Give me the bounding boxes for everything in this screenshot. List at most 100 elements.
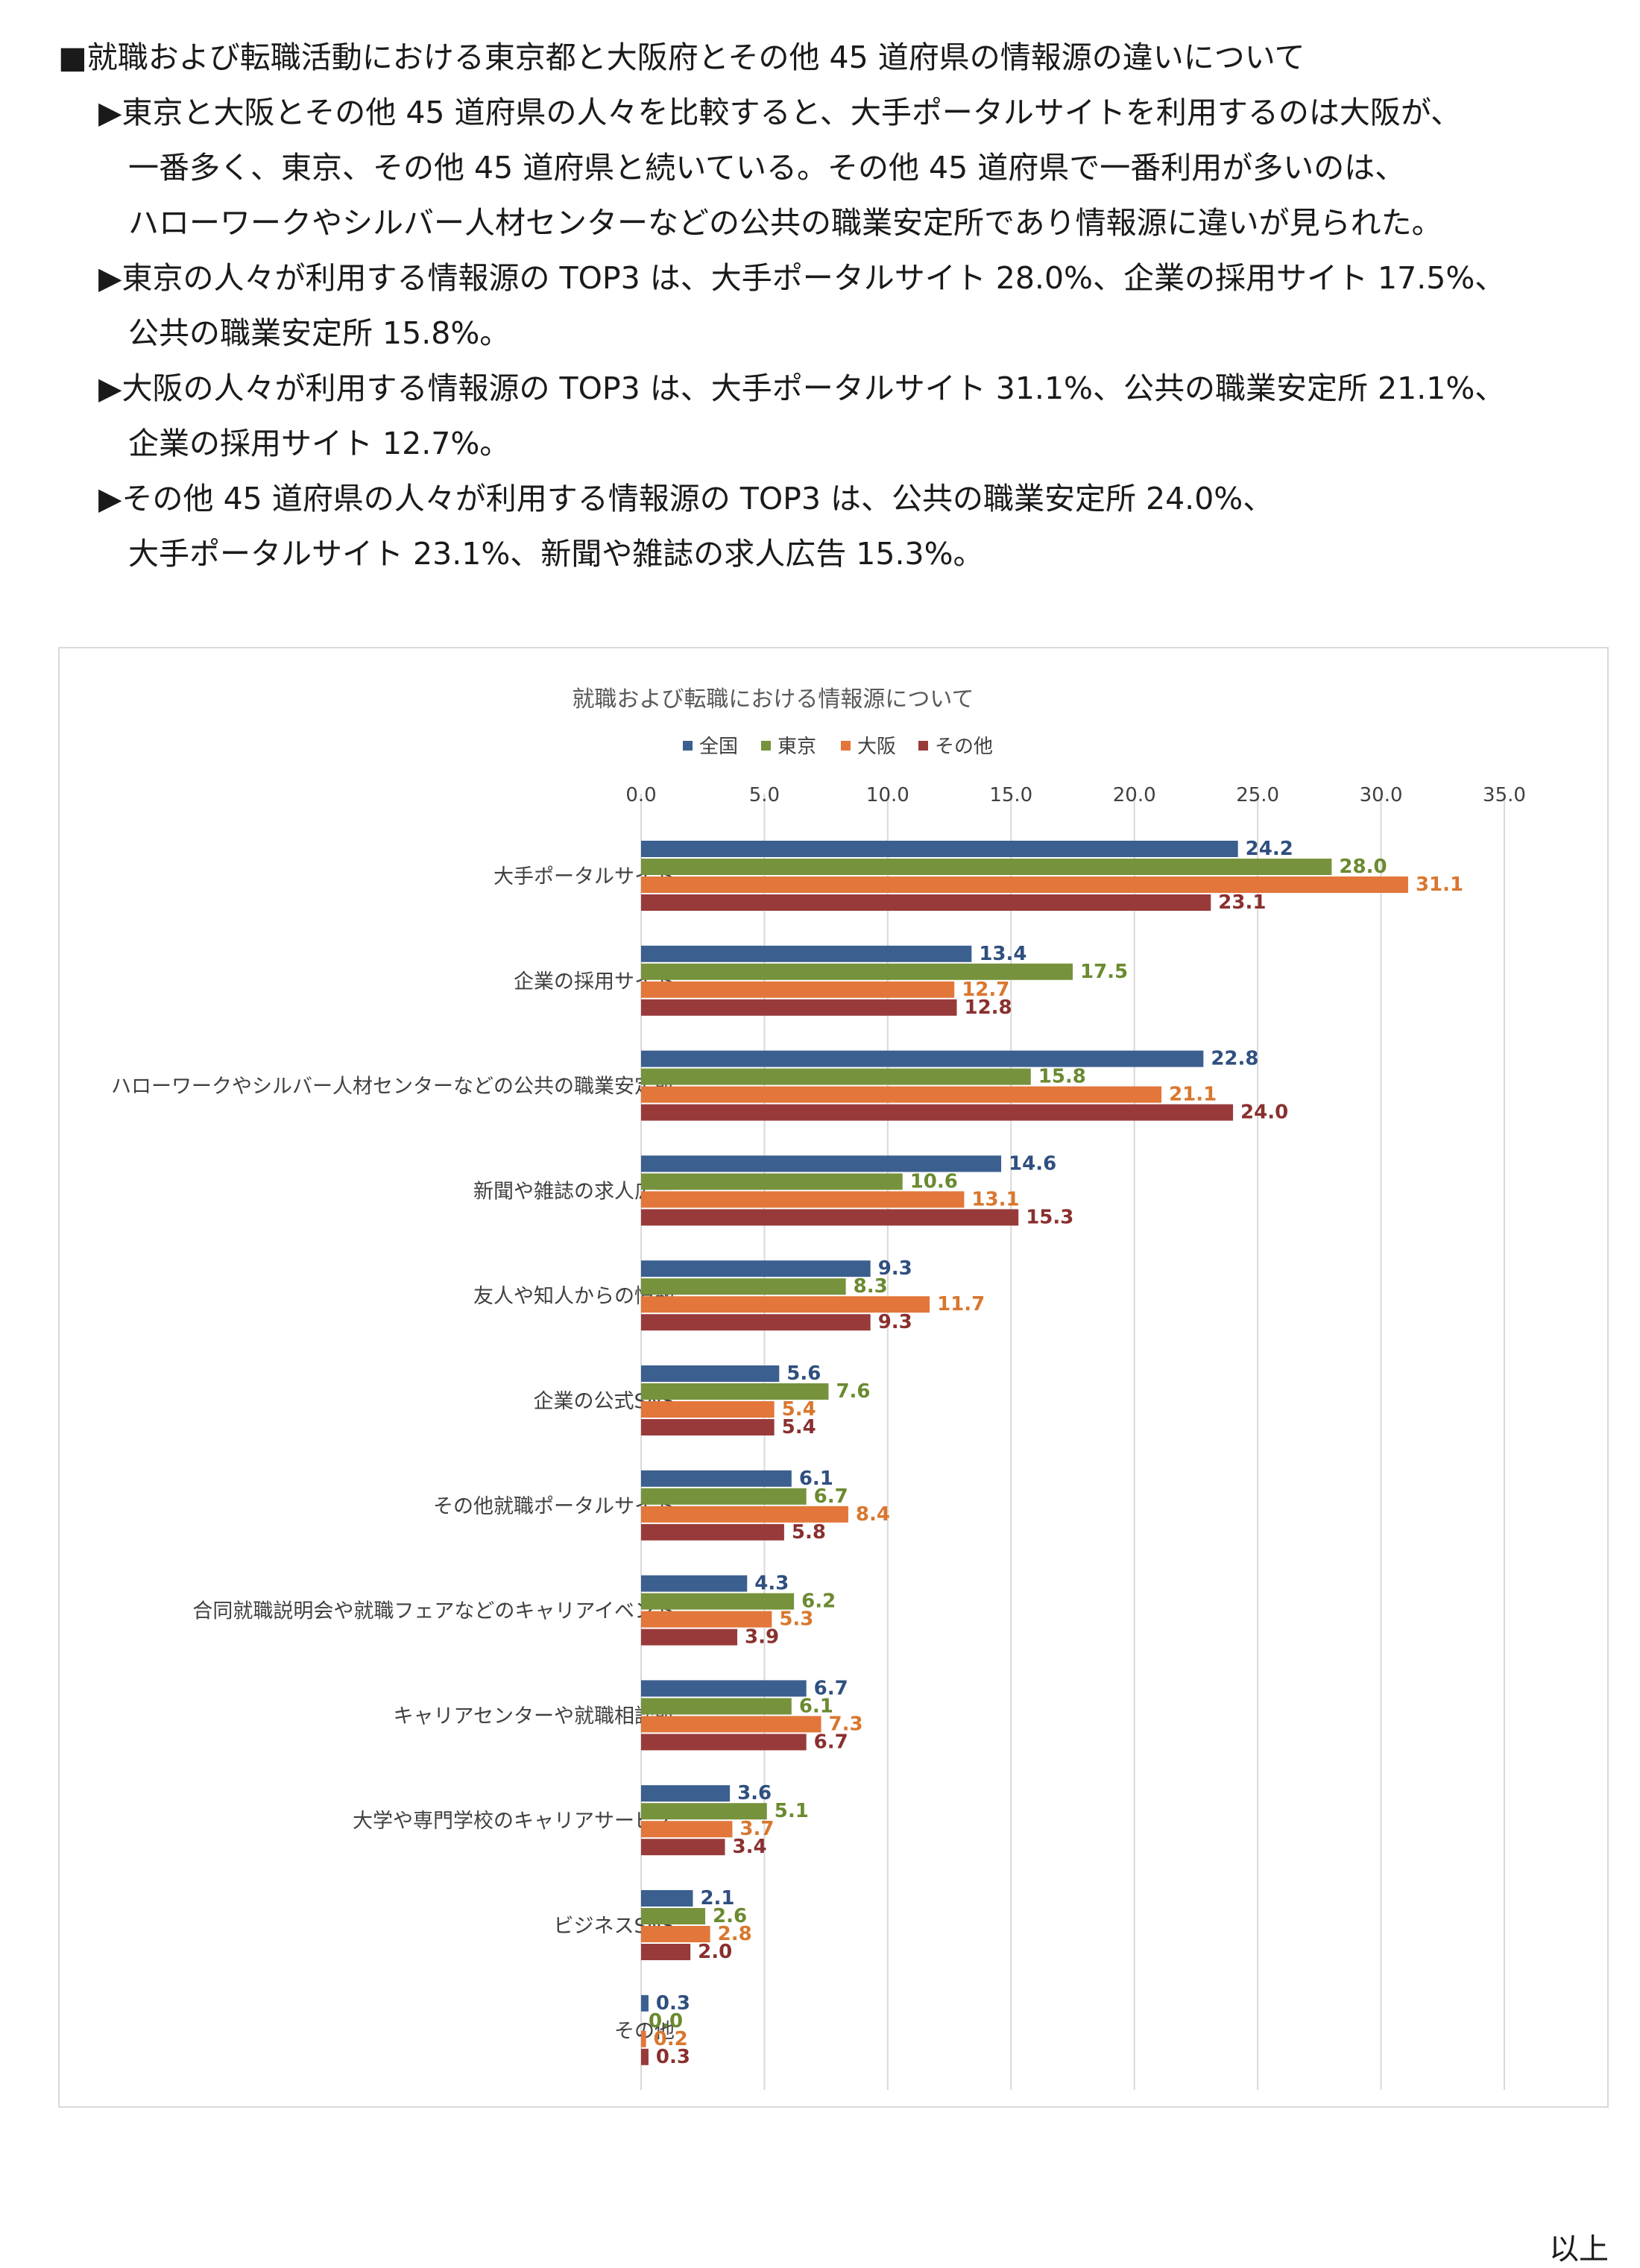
footer-end-mark: 以上 xyxy=(1549,2232,1609,2267)
data-label: 2.8 xyxy=(718,1923,752,1945)
category-label: キャリアセンターや就職相談所 xyxy=(394,1705,675,1728)
data-label: 0.3 xyxy=(656,2046,690,2068)
data-label: 9.3 xyxy=(878,1311,912,1333)
bar xyxy=(641,859,1332,875)
chart-title: 就職および転職における情報源について xyxy=(572,686,974,713)
bar xyxy=(641,1593,795,1610)
bullet-line: ▶東京の人々が利用する情報源の TOP3 は、大手ポータルサイト 28.0%、企… xyxy=(98,260,1506,296)
data-label: 3.9 xyxy=(745,1626,779,1649)
data-label: 11.7 xyxy=(937,1293,985,1315)
data-label: 7.6 xyxy=(836,1380,870,1403)
data-label: 12.7 xyxy=(962,979,1009,1001)
bar xyxy=(641,1629,738,1646)
data-label: 6.2 xyxy=(801,1591,836,1613)
bar xyxy=(641,1821,733,1838)
bar xyxy=(641,1068,1031,1085)
bullet-line: ▶東京と大阪とその他 45 道府県の人々を比較すると、大手ポータルサイトを利用す… xyxy=(98,95,1462,130)
section-heading: ■就職および転職活動における東京都と大阪府とその他 45 道府県の情報源の違いに… xyxy=(58,40,1305,75)
data-label: 15.8 xyxy=(1038,1066,1086,1088)
bar xyxy=(641,2030,646,2047)
data-label: 13.1 xyxy=(971,1188,1019,1210)
tick-label: 0.0 xyxy=(625,784,656,806)
data-label: 22.8 xyxy=(1211,1048,1258,1070)
data-label: 8.4 xyxy=(856,1503,890,1526)
bar xyxy=(641,1470,792,1487)
data-label: 5.3 xyxy=(779,1608,813,1631)
data-label: 10.6 xyxy=(910,1170,958,1193)
bar xyxy=(641,894,1211,911)
tick-label: 25.0 xyxy=(1236,784,1279,806)
legend-label: 東京 xyxy=(778,736,816,758)
bar xyxy=(641,841,1238,857)
data-label: 2.1 xyxy=(700,1887,734,1910)
bar xyxy=(641,1050,1204,1067)
bar xyxy=(641,1173,903,1190)
bar xyxy=(641,1734,807,1751)
bar xyxy=(641,1575,748,1592)
bar xyxy=(641,1944,691,1960)
data-label: 24.0 xyxy=(1240,1102,1288,1124)
category-label: その他就職ポータルサイト xyxy=(433,1495,675,1518)
bar xyxy=(641,981,955,998)
bar xyxy=(641,945,972,962)
bar xyxy=(641,1611,772,1628)
data-label: 23.1 xyxy=(1218,891,1266,914)
legend-swatch xyxy=(841,741,851,751)
data-label: 2.0 xyxy=(698,1941,732,1963)
bar xyxy=(641,1716,821,1733)
data-label: 17.5 xyxy=(1080,961,1128,983)
data-label: 3.6 xyxy=(737,1782,772,1804)
bar xyxy=(641,1209,1019,1226)
data-label: 5.6 xyxy=(786,1362,821,1385)
tick-label: 10.0 xyxy=(866,784,909,806)
bullet-line: ハローワークやシルバー人材センターなどの公共の職業安定所であり情報源に違いが見ら… xyxy=(128,205,1442,241)
bar xyxy=(641,1926,710,1942)
bullet-line: 企業の採用サイト 12.7%。 xyxy=(128,426,511,461)
bar xyxy=(641,1419,775,1435)
tick-label: 35.0 xyxy=(1483,784,1526,806)
bullet-line: ▶大阪の人々が利用する情報源の TOP3 は、大手ポータルサイト 31.1%、公… xyxy=(98,370,1506,406)
data-label: 9.3 xyxy=(878,1257,912,1280)
bar xyxy=(641,1994,649,2012)
bar xyxy=(641,1383,829,1400)
bar xyxy=(641,963,1073,980)
data-label: 3.7 xyxy=(739,1818,774,1840)
data-label: 24.2 xyxy=(1246,838,1293,860)
data-label: 3.4 xyxy=(732,1836,766,1858)
data-label: 6.7 xyxy=(814,1485,848,1508)
data-label: 5.4 xyxy=(782,1398,816,1421)
bar xyxy=(641,1296,930,1313)
data-label: 4.3 xyxy=(754,1573,789,1595)
bullet-line: 公共の職業安定所 15.8%。 xyxy=(128,315,511,351)
legend-swatch xyxy=(918,741,928,751)
data-label: 5.8 xyxy=(792,1521,826,1544)
bullet-4: ▶その他 45 道府県の人々が利用する情報源の TOP3 は、公共の職業安定所 … xyxy=(98,471,1609,581)
legend-swatch xyxy=(683,741,693,751)
data-label: 2.6 xyxy=(713,1905,747,1927)
bar xyxy=(641,2048,649,2065)
data-label: 15.3 xyxy=(1026,1206,1073,1228)
summary-text: ■就職および転職活動における東京都と大阪府とその他 45 道府県の情報源の違いに… xyxy=(58,30,1609,581)
bar xyxy=(641,1680,807,1697)
bar xyxy=(641,1839,725,1856)
bar xyxy=(641,1104,1234,1121)
category-label: ハローワークやシルバー人材センターなどの公共の職業安定所 xyxy=(111,1075,675,1099)
bar xyxy=(641,1191,965,1208)
bullet-line: 一番多く、東京、その他 45 道府県と続いている。その他 45 道府県で一番利用… xyxy=(128,150,1406,186)
data-label: 13.4 xyxy=(979,943,1026,965)
bar xyxy=(641,1523,784,1541)
bar xyxy=(641,1260,871,1277)
bar xyxy=(641,876,1408,893)
data-label: 8.3 xyxy=(854,1275,888,1298)
data-label: 12.8 xyxy=(964,996,1012,1019)
data-label: 21.1 xyxy=(1169,1084,1217,1106)
legend-label: その他 xyxy=(935,736,993,758)
bar xyxy=(641,999,957,1016)
bar xyxy=(641,1365,780,1382)
bar xyxy=(641,1155,1002,1172)
data-label: 5.4 xyxy=(782,1416,816,1438)
bar xyxy=(641,1488,807,1505)
data-label: 6.7 xyxy=(814,1677,848,1699)
chart-frame: 就職および転職における情報源について 全国 東京 大阪 その他 0.0 5.0 10.0 15.… xyxy=(58,647,1609,2108)
